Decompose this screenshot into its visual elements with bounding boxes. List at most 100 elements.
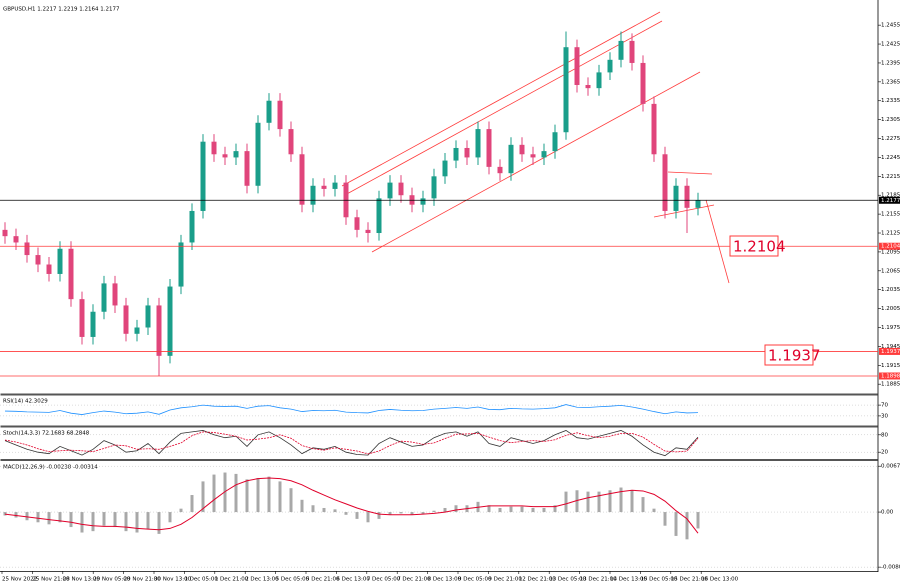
- macd-bar: [663, 512, 667, 526]
- macd-bar: [157, 512, 161, 534]
- macd-bar: [399, 512, 403, 514]
- x-tick-label: 25 Nov 2022: [2, 577, 37, 583]
- candle-body: [90, 311, 96, 337]
- y-tick-label: 1.2035: [881, 287, 900, 293]
- indicator-line: [4, 430, 699, 457]
- y-tick-label: 1.2275: [881, 136, 900, 142]
- x-tick-label: 29 Nov 05:00: [93, 577, 131, 583]
- macd-bar: [234, 473, 238, 513]
- candle-body: [640, 62, 646, 104]
- y-tick-label: 1.2005: [881, 306, 900, 312]
- candle-body: [530, 154, 536, 158]
- projection-line: [705, 199, 730, 284]
- candle-body: [178, 242, 184, 287]
- candle-body: [673, 185, 679, 211]
- macd-bar: [36, 512, 40, 523]
- y-tick-label: 1.2245: [881, 155, 900, 161]
- x-tick-label: 1 Dec 05:00: [184, 577, 218, 583]
- x-tick-label: 12 Dec 21:00: [519, 577, 556, 583]
- macd-bar: [619, 487, 623, 513]
- macd-bar: [597, 491, 601, 513]
- macd-bar: [69, 512, 73, 528]
- level-tag-label: 1.1937: [881, 349, 900, 355]
- y-tick-label: 1.1945: [881, 344, 900, 350]
- candle-body: [563, 47, 569, 133]
- macd-signal-line: [4, 477, 699, 534]
- x-tick-label: 13 Dec 05:00: [549, 577, 586, 583]
- macd-bar: [201, 481, 205, 513]
- candle-body: [288, 129, 294, 155]
- candle-body: [684, 185, 690, 208]
- candle-body: [46, 264, 52, 274]
- level-tag: [879, 242, 900, 250]
- candle-body: [167, 286, 173, 356]
- candle-body: [629, 40, 635, 63]
- y-tick-label: 1.1975: [881, 325, 900, 331]
- x-tick-label: 5 Dec 21:00: [306, 577, 340, 583]
- macd-bar: [443, 507, 447, 513]
- macd-bar: [608, 490, 612, 513]
- y-tick-label: 1.1885: [881, 382, 900, 388]
- macd-bar: [14, 512, 18, 518]
- level-tag: [879, 347, 900, 355]
- macd-bar: [498, 507, 502, 513]
- macd-bar: [696, 512, 700, 529]
- x-tick-label: 28 Nov 13:00: [63, 577, 101, 583]
- candle-body: [211, 141, 217, 155]
- candle-body: [299, 154, 305, 205]
- y-tick-label: 1.2125: [881, 231, 900, 237]
- x-tick-label: 9 Dec 21:00: [488, 577, 522, 583]
- macd-bar: [80, 512, 84, 533]
- y-tick-label: -0.00808: [881, 565, 900, 571]
- candle-body: [13, 236, 19, 243]
- candle-body: [376, 198, 382, 234]
- candle-body: [200, 141, 206, 211]
- current-price-tag: [879, 196, 900, 204]
- candle-body: [68, 248, 74, 300]
- macd-bar: [542, 507, 546, 513]
- candle-body: [189, 210, 195, 243]
- x-tick-label: 7 Dec 21:00: [397, 577, 431, 583]
- x-tick-label: 13 Dec 21:00: [580, 577, 617, 583]
- macd-bar: [586, 491, 590, 513]
- level-annotation-box: [729, 235, 779, 257]
- macd-bar: [245, 479, 249, 513]
- candle-body: [519, 144, 525, 155]
- macd-bar: [91, 512, 95, 532]
- candle-body: [332, 182, 338, 189]
- candle-body: [156, 305, 162, 356]
- level-tag-label: 1.2104: [881, 244, 900, 250]
- candle-body: [321, 185, 327, 189]
- macd-bar: [366, 512, 370, 523]
- candle-body: [57, 248, 63, 274]
- macd-bar: [509, 506, 513, 513]
- level-annotation: 1.1937: [768, 347, 821, 365]
- y-tick-label: 1.2185: [881, 193, 900, 199]
- macd-bar: [47, 512, 51, 525]
- candle-body: [618, 40, 624, 60]
- panel-divider: [0, 459, 878, 461]
- current-price-label: 1.2177: [881, 198, 900, 204]
- indicator-line: [4, 431, 699, 455]
- candle-body: [453, 147, 459, 161]
- macd-bar: [520, 506, 524, 513]
- candle-body: [112, 283, 118, 306]
- x-tick-label: 15 Dec 05:00: [640, 577, 677, 583]
- macd-bar: [487, 505, 491, 513]
- candle-body: [695, 200, 701, 208]
- macd-bar: [410, 512, 414, 515]
- candle-body: [662, 154, 668, 211]
- y-tick-label: 30: [881, 413, 888, 419]
- macd-bar: [388, 512, 392, 515]
- y-tick-label: 1.2365: [881, 79, 900, 85]
- candle-body: [79, 299, 85, 337]
- macd-bar: [267, 476, 271, 513]
- level-tag: [879, 372, 900, 380]
- x-tick-label: 29 Nov 21:00: [124, 577, 162, 583]
- level-annotation: 1.2104: [733, 238, 786, 256]
- plot-layer: GBPUSD,H1 1.2217 1.2219 1.2164 1.2177 1.2…: [0, 7, 900, 583]
- x-tick-label: 2 Dec 13:00: [245, 577, 279, 583]
- x-tick-label: 16 Dec 13:00: [701, 577, 738, 583]
- y-tick-label: 1.2455: [881, 23, 900, 29]
